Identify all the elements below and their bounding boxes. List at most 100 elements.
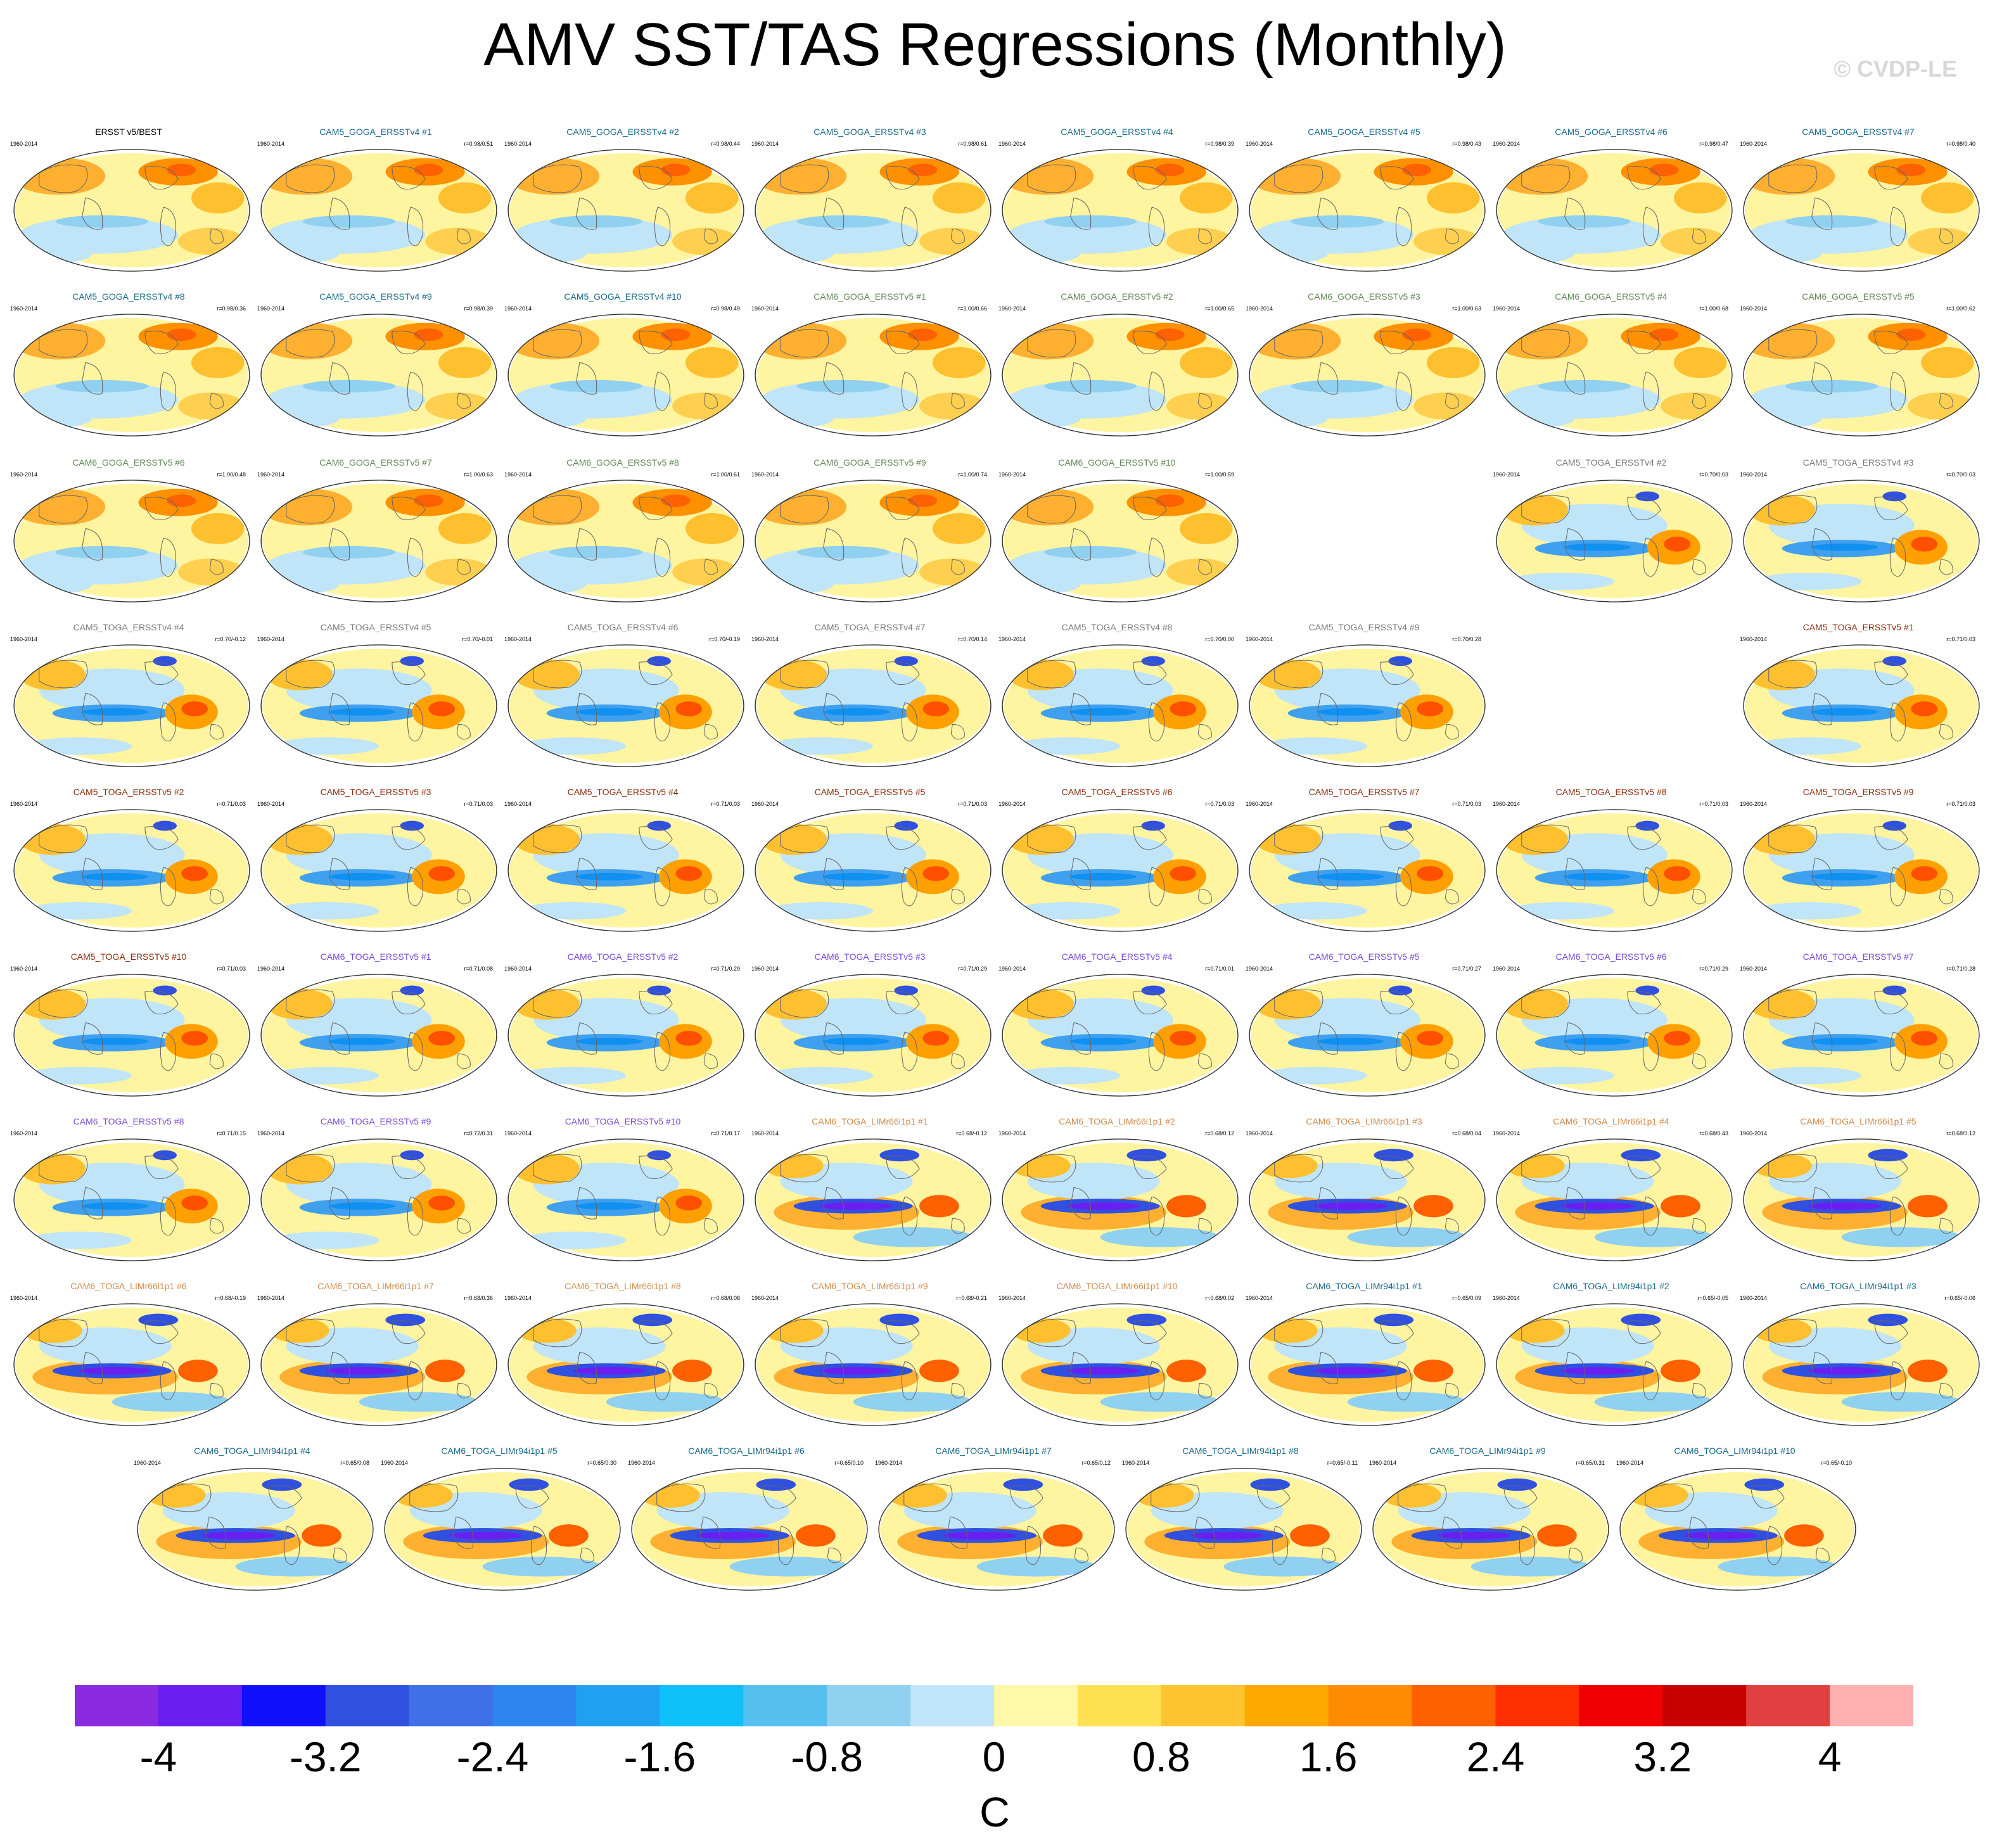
eurasia-warm bbox=[14, 322, 106, 360]
panel-correlation: r=1.00/0.68 bbox=[1699, 305, 1728, 312]
southern-ocean-cool bbox=[1496, 244, 1575, 264]
panel-period: 1960-2014 bbox=[257, 801, 285, 807]
panel-correlation: r=0.98/0.39 bbox=[464, 305, 493, 312]
coastline bbox=[1874, 1156, 1908, 1180]
arctic-cold bbox=[1868, 1149, 1908, 1162]
map-panel: CAM6_GOGA_ERSSTv5 #7 1960-2014 r=1.00/0.63 bbox=[253, 457, 498, 628]
panel-period: 1960-2014 bbox=[257, 636, 285, 642]
regression-map bbox=[507, 480, 744, 602]
regression-map bbox=[1496, 1138, 1733, 1261]
atlantic-subtropic-warm bbox=[933, 513, 986, 544]
coastline bbox=[533, 164, 582, 193]
panel-correlation: r=0.70/-0.19 bbox=[709, 636, 740, 642]
panel-correlation: r=0.71/0.03 bbox=[1946, 801, 1975, 807]
panel-correlation: r=1.00/0.61 bbox=[711, 471, 740, 478]
atlantic-subtropic-warm bbox=[1674, 182, 1727, 213]
equatorial-pacific-core bbox=[943, 1531, 1017, 1539]
map-panel: CAM5_GOGA_ERSSTv4 #4 1960-2014 r=0.98/0.39 bbox=[995, 127, 1239, 298]
equatorial-pacific-core bbox=[823, 1037, 890, 1045]
equatorial-pacific-cool bbox=[1538, 215, 1631, 228]
regression-map bbox=[1743, 1303, 1980, 1426]
panel-period: 1960-2014 bbox=[1246, 801, 1273, 807]
atlantic-subtropic-warm bbox=[1427, 347, 1480, 378]
atlantic-warm bbox=[549, 1524, 589, 1547]
eurasia-warm bbox=[516, 1318, 577, 1343]
coastline bbox=[1521, 824, 1571, 853]
atlantic-core bbox=[1911, 866, 1938, 881]
panel-correlation: r=1.00/0.59 bbox=[1205, 471, 1234, 478]
north-atlantic-core bbox=[414, 328, 443, 341]
map-border bbox=[1496, 974, 1733, 1097]
panel-period: 1960-2014 bbox=[998, 471, 1026, 478]
north-atlantic-core bbox=[1649, 328, 1679, 341]
panel-title: CAM5_GOGA_ERSSTv4 #3 bbox=[813, 127, 926, 137]
coastline bbox=[1564, 1187, 1586, 1220]
tropical-pacific-cool bbox=[513, 547, 673, 585]
equatorial-pacific-core bbox=[329, 1037, 396, 1045]
arctic-cold bbox=[138, 1313, 179, 1327]
panel-title: CAM5_GOGA_ERSSTv4 #1 bbox=[319, 127, 432, 137]
coastline bbox=[82, 1022, 103, 1055]
coastline bbox=[699, 1516, 721, 1549]
tropical-pacific-cool bbox=[760, 547, 920, 585]
coastline bbox=[1889, 371, 1906, 411]
coastline bbox=[823, 1022, 845, 1055]
panel-title: CAM5_GOGA_ERSSTv4 #6 bbox=[1555, 127, 1668, 137]
eurasia-warm bbox=[261, 157, 353, 195]
eurasia-warm bbox=[1254, 824, 1321, 855]
eurasia-warm bbox=[1744, 157, 1835, 195]
tropical-pacific-cool bbox=[1007, 216, 1167, 254]
map-border bbox=[755, 149, 992, 272]
tropical-pacific-cool bbox=[1749, 216, 1908, 254]
coastline bbox=[1027, 1318, 1076, 1348]
tropical-pacific-cool bbox=[513, 216, 673, 254]
tropical-pacific-cool bbox=[19, 547, 179, 585]
north-atlantic-core bbox=[1155, 328, 1185, 341]
panel-period: 1960-2014 bbox=[998, 1130, 1026, 1137]
regression-map bbox=[384, 1468, 621, 1591]
panel-correlation: r=0.71/0.08 bbox=[464, 965, 493, 972]
atlantic-warm bbox=[1290, 1524, 1330, 1547]
panel-correlation: r=0.70/-0.12 bbox=[215, 636, 246, 642]
equatorial-pacific-cool bbox=[1043, 215, 1137, 228]
coastline bbox=[576, 362, 597, 395]
atlantic-core bbox=[1417, 866, 1444, 881]
coastline bbox=[1889, 207, 1906, 246]
eurasia-warm bbox=[1505, 1153, 1565, 1178]
coastline bbox=[392, 497, 426, 521]
coastline bbox=[886, 1156, 920, 1180]
coastline bbox=[1395, 1196, 1412, 1236]
eurasia-warm bbox=[1505, 1318, 1565, 1343]
coastline bbox=[1642, 537, 1659, 577]
coastline bbox=[329, 692, 350, 725]
coastline bbox=[639, 166, 673, 190]
map-panel: CAM6_TOGA_LIMr66i1p1 #10 1960-2014 r=0.68/… bbox=[995, 1281, 1239, 1452]
equatorial-pacific-core bbox=[823, 872, 890, 881]
colorbar-segment bbox=[325, 1685, 410, 1726]
map-panel: CAM6_TOGA_LIMr94i1p1 #3 1960-2014 r=0.65/-… bbox=[1736, 1281, 1980, 1452]
panel-title: CAM6_GOGA_ERSSTv5 #6 bbox=[72, 457, 185, 468]
atlantic-subtropic-warm bbox=[933, 347, 986, 378]
north-atlantic-core bbox=[414, 494, 443, 507]
panel-title: CAM6_TOGA_LIMr66i1p1 #8 bbox=[564, 1281, 681, 1291]
southern-ocean-cool bbox=[1841, 1227, 1961, 1247]
regression-map bbox=[1496, 149, 1733, 272]
regression-map bbox=[1743, 1138, 1980, 1261]
coastline bbox=[1768, 824, 1818, 853]
panel-period: 1960-2014 bbox=[1493, 141, 1521, 147]
coastline bbox=[407, 1361, 424, 1401]
panel-correlation: r=0.65/-0.05 bbox=[1697, 1295, 1728, 1301]
atlantic-core bbox=[1170, 866, 1197, 881]
coastline bbox=[950, 228, 965, 245]
panel-title: CAM6_TOGA_LIMr94i1p1 #8 bbox=[1182, 1446, 1299, 1456]
equatorial-pacific-cool bbox=[796, 215, 890, 228]
map-panel: CAM6_TOGA_LIMr66i1p1 #6 1960-2014 r=0.68/-… bbox=[6, 1281, 251, 1452]
coastline bbox=[407, 1031, 424, 1071]
coastline bbox=[533, 495, 582, 524]
coastline bbox=[576, 197, 597, 230]
panel-correlation: r=0.98/0.61 bbox=[958, 141, 987, 147]
south-atlantic-warm bbox=[919, 558, 986, 586]
coastline bbox=[1070, 692, 1092, 725]
coastline bbox=[1889, 1196, 1906, 1236]
coastline bbox=[576, 1187, 597, 1220]
